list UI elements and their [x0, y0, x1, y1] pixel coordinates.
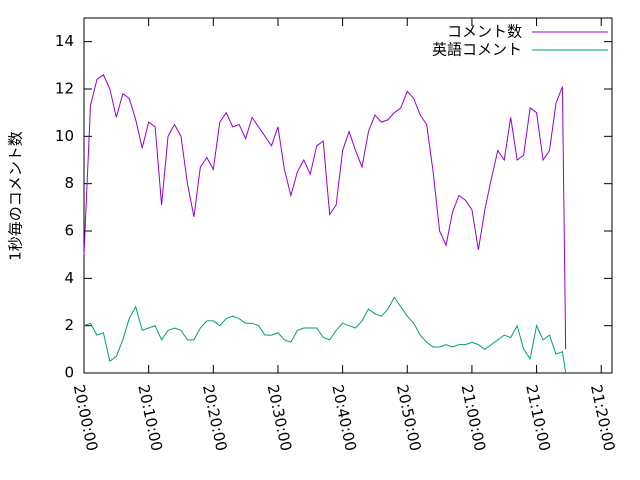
plot-border	[83, 17, 613, 374]
data-line	[83, 74, 567, 350]
data-line	[83, 296, 567, 374]
x-tick-label: 20:10:00	[134, 383, 166, 453]
legend-label: コメント数	[447, 23, 522, 41]
x-tick-label: 20:40:00	[328, 383, 360, 453]
legend-label: 英語コメント	[432, 41, 522, 59]
y-tick-label: 8	[64, 174, 74, 192]
y-tick-label: 12	[55, 80, 74, 98]
y-tick-label: 6	[64, 222, 74, 240]
y-tick-label: 4	[64, 269, 74, 287]
y-axis-label: 1秒毎のコメント数	[7, 131, 25, 261]
y-tick-label: 2	[64, 316, 74, 334]
x-tick-label: 21:00:00	[458, 383, 490, 453]
y-tick-label: 0	[64, 364, 74, 382]
x-tick-label: 20:30:00	[264, 383, 296, 453]
x-tick-label: 20:50:00	[393, 383, 425, 453]
y-tick-label: 10	[55, 127, 74, 145]
x-tick-label: 20:00:00	[70, 383, 102, 453]
x-tick-label: 21:10:00	[522, 383, 554, 453]
x-tick-label: 21:20:00	[587, 383, 619, 453]
x-tick-label: 20:20:00	[199, 383, 231, 453]
y-tick-label: 14	[55, 32, 74, 50]
